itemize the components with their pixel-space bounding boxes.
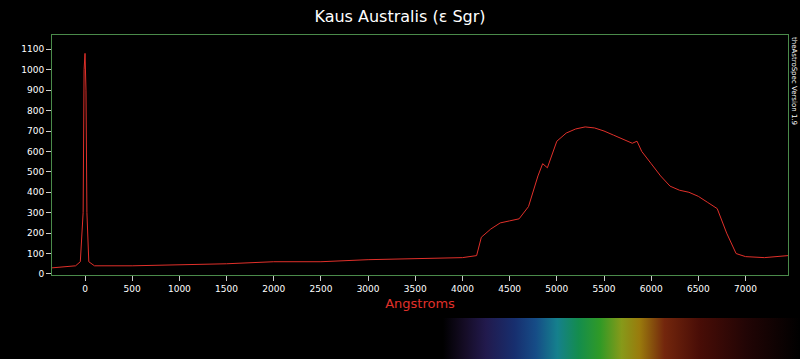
svg-text:1500: 1500 [215,284,238,294]
svg-text:100: 100 [27,249,44,259]
svg-text:2000: 2000 [262,284,285,294]
svg-text:300: 300 [27,208,44,218]
svg-text:theAstroSpec Version 1.9: theAstroSpec Version 1.9 [790,37,798,125]
svg-text:800: 800 [27,106,44,116]
svg-text:1000: 1000 [21,65,44,75]
svg-text:500: 500 [27,167,44,177]
svg-text:7000: 7000 [734,284,757,294]
svg-text:3000: 3000 [357,284,380,294]
svg-text:3500: 3500 [404,284,427,294]
svg-text:0: 0 [82,284,88,294]
svg-text:4000: 4000 [451,284,474,294]
svg-text:500: 500 [124,284,141,294]
svg-text:0: 0 [38,269,44,279]
svg-text:700: 700 [27,126,44,136]
svg-text:5000: 5000 [545,284,568,294]
svg-text:6500: 6500 [687,284,710,294]
svg-text:6000: 6000 [640,284,663,294]
svg-text:1100: 1100 [21,44,44,54]
svg-text:2500: 2500 [309,284,332,294]
svg-text:600: 600 [27,147,44,157]
svg-text:5500: 5500 [593,284,616,294]
svg-text:1000: 1000 [168,284,191,294]
svg-text:200: 200 [27,228,44,238]
svg-text:4500: 4500 [498,284,521,294]
svg-text:Kaus Australis (ε Sgr): Kaus Australis (ε Sgr) [314,7,485,26]
svg-text:900: 900 [27,85,44,95]
svg-text:Angstroms: Angstroms [385,296,455,311]
svg-text:400: 400 [27,187,44,197]
